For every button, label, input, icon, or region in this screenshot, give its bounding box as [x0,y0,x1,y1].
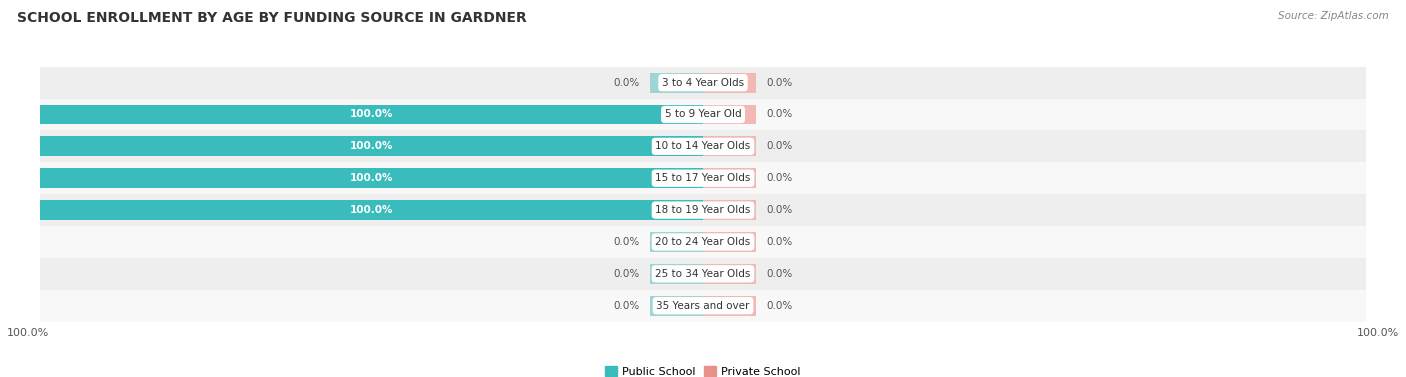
Bar [41,200,703,220]
Bar [41,194,1365,226]
Bar [703,232,756,252]
Bar [703,200,756,220]
Bar [703,264,756,284]
Bar [650,264,703,284]
Legend: Public School, Private School: Public School, Private School [600,362,806,377]
Bar [41,104,703,124]
Text: 0.0%: 0.0% [766,301,792,311]
Bar [703,73,756,92]
Bar [41,67,1365,98]
Bar [41,290,1365,322]
Text: 100.0%: 100.0% [350,173,394,183]
Bar [41,169,703,188]
Text: 100.0%: 100.0% [350,109,394,120]
Text: 25 to 34 Year Olds: 25 to 34 Year Olds [655,269,751,279]
Text: 0.0%: 0.0% [614,269,640,279]
Text: 100.0%: 100.0% [7,328,49,338]
Text: 0.0%: 0.0% [766,141,792,151]
Text: 0.0%: 0.0% [766,269,792,279]
Text: 100.0%: 100.0% [350,141,394,151]
Bar [703,169,756,188]
Bar [703,296,756,316]
Text: 0.0%: 0.0% [766,173,792,183]
Text: 0.0%: 0.0% [614,301,640,311]
Bar [703,104,756,124]
Bar [650,232,703,252]
Bar [41,98,1365,130]
Text: 100.0%: 100.0% [350,205,394,215]
Bar [41,136,703,156]
Text: 0.0%: 0.0% [614,78,640,87]
Text: 0.0%: 0.0% [766,109,792,120]
Bar [41,258,1365,290]
Bar [41,130,1365,162]
Text: 10 to 14 Year Olds: 10 to 14 Year Olds [655,141,751,151]
Bar [703,136,756,156]
Text: 100.0%: 100.0% [1357,328,1399,338]
Text: 18 to 19 Year Olds: 18 to 19 Year Olds [655,205,751,215]
Text: 0.0%: 0.0% [766,237,792,247]
Text: 0.0%: 0.0% [614,237,640,247]
Text: 15 to 17 Year Olds: 15 to 17 Year Olds [655,173,751,183]
Text: 20 to 24 Year Olds: 20 to 24 Year Olds [655,237,751,247]
Bar [650,296,703,316]
Text: 0.0%: 0.0% [766,78,792,87]
Text: SCHOOL ENROLLMENT BY AGE BY FUNDING SOURCE IN GARDNER: SCHOOL ENROLLMENT BY AGE BY FUNDING SOUR… [17,11,527,25]
Bar [41,226,1365,258]
Text: 5 to 9 Year Old: 5 to 9 Year Old [665,109,741,120]
Text: 0.0%: 0.0% [766,205,792,215]
Text: Source: ZipAtlas.com: Source: ZipAtlas.com [1278,11,1389,21]
Bar [650,73,703,92]
Bar [41,162,1365,194]
Text: 35 Years and over: 35 Years and over [657,301,749,311]
Text: 3 to 4 Year Olds: 3 to 4 Year Olds [662,78,744,87]
